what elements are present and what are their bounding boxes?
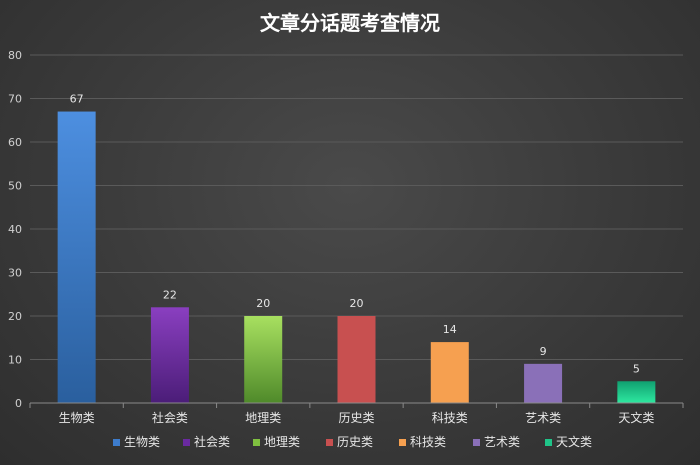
x-tick-label: 艺术类 — [525, 411, 561, 425]
chart-title: 文章分话题考查情况 — [260, 11, 440, 35]
bar — [57, 111, 96, 404]
y-tick-label: 50 — [8, 180, 22, 193]
bar — [150, 307, 189, 403]
bar — [617, 381, 656, 403]
bar — [244, 316, 283, 403]
legend-swatch — [253, 439, 260, 446]
x-axis: 生物类 社会类 地理类 历史类 科技类 艺术类 天文类 — [29, 402, 684, 425]
x-tick-label: 生物类 — [59, 411, 95, 425]
bars: 67 22 20 20 14 9 5 — [57, 93, 656, 404]
legend-label: 地理类 — [264, 435, 300, 449]
data-label: 5 — [633, 362, 640, 375]
data-label: 67 — [70, 93, 84, 106]
legend-label: 生物类 — [124, 435, 160, 449]
y-tick-label: 70 — [8, 93, 22, 106]
y-tick-label: 40 — [8, 223, 22, 236]
legend-label: 天文类 — [556, 434, 592, 449]
y-tick-label: 60 — [8, 136, 22, 149]
legend-label: 艺术类 — [484, 435, 520, 449]
legend-swatch — [399, 439, 406, 446]
data-label: 20 — [350, 297, 364, 310]
legend-swatch — [113, 439, 120, 446]
y-tick-label: 30 — [8, 267, 22, 280]
x-tick-label: 天文类 — [618, 410, 654, 425]
data-label: 9 — [540, 345, 547, 358]
gridlines — [30, 54, 683, 360]
legend-label: 科技类 — [410, 435, 446, 449]
y-axis: 0 10 20 30 40 50 60 70 80 — [8, 49, 22, 410]
bar — [524, 363, 563, 403]
bar — [337, 316, 376, 403]
y-tick-label: 80 — [8, 49, 22, 62]
legend-swatch — [545, 439, 552, 446]
data-label: 22 — [163, 288, 177, 301]
y-tick-label: 10 — [8, 354, 22, 367]
data-label: 14 — [443, 323, 457, 336]
x-tick-label: 社会类 — [152, 410, 188, 425]
x-tick-label: 历史类 — [338, 411, 374, 425]
x-tick-label: 科技类 — [432, 411, 468, 425]
legend-swatch — [473, 439, 480, 446]
legend-label: 历史类 — [337, 435, 373, 449]
x-tick-label: 地理类 — [245, 411, 281, 425]
bar — [430, 342, 469, 403]
legend-swatch — [183, 439, 190, 446]
y-tick-label: 0 — [15, 397, 22, 410]
y-tick-label: 20 — [8, 310, 22, 323]
data-label: 20 — [256, 297, 270, 310]
legend-swatch — [326, 439, 333, 446]
legend: 生物类 社会类 地理类 历史类 科技类 艺术类 天文类 — [113, 434, 592, 449]
legend-label: 社会类 — [194, 434, 230, 449]
